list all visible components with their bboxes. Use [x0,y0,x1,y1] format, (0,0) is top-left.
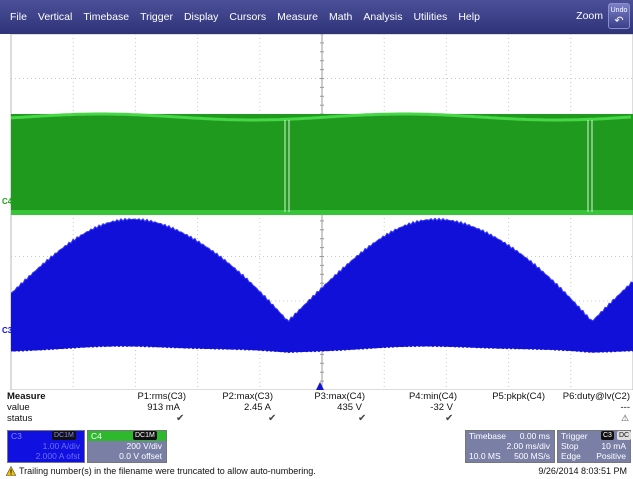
menu-file[interactable]: File [10,11,27,23]
status-message: Trailing number(s) in the filename were … [19,466,316,476]
grid-and-traces [10,34,633,390]
trigger-label: Trigger [561,431,588,441]
menu-math[interactable]: Math [329,11,353,23]
timebase-delay: 0.00 ms [519,431,550,441]
timebase-label: Timebase [469,431,507,441]
c4-coupling-badge: DC1M [133,431,157,440]
param-p3-value: 435 V [337,402,362,413]
c4-scale: 200 V/div [126,441,162,451]
menu-display[interactable]: Display [183,11,219,23]
c3-offset: 2.000 A ofst [35,451,80,461]
c3-scale: 1.00 A/div [42,441,80,451]
checkmark-icon: ✔ [445,413,454,424]
param-p2-name[interactable]: P2:max(C3) [222,391,273,402]
trigger-type: Edge [561,451,581,461]
c3-descriptor[interactable]: C3 DC1M 1.00 A/div 2.000 A ofst [7,430,85,463]
timestamp: 9/26/2014 8:03:51 PM [538,466,627,476]
menu-bar: File Vertical Timebase Trigger Display C… [0,0,633,34]
param-p1-name[interactable]: P1:rms(C3) [137,391,186,402]
checkmark-icon: ✔ [176,413,185,424]
status-bar: Trailing number(s) in the filename were … [0,465,633,479]
c4-trace-upper-edge [11,112,632,122]
trigger-coupling-badge: DC [617,431,632,440]
measure-table[interactable]: Measure P1:rms(C3) P2:max(C3) P3:max(C4)… [0,391,633,425]
trigger-mode: Stop [561,441,579,451]
menu-help[interactable]: Help [458,11,480,23]
trigger-position-marker [316,382,324,390]
c4-offset-marker[interactable]: C4 [2,197,13,206]
c4-descriptor-label: C4 [91,431,102,441]
warning-icon: ⚠ [621,413,630,423]
c4-trace-body [11,114,633,214]
c3-trace-edge [11,217,633,323]
param-p6-name[interactable]: P6:duty@lv(C2) [562,391,630,402]
c4-offset: 0.0 V offset [119,451,162,461]
checkmark-icon: ✔ [358,413,367,424]
c3-descriptor-label: C3 [11,431,22,441]
row-label-value: value [7,402,30,413]
c4-descriptor[interactable]: C4 DC1M 200 V/div 0.0 V offset [87,430,167,463]
param-p1-value: 913 mA [147,402,180,413]
c4-trace-lower-edge [11,210,633,215]
timebase-scale: 2.00 ms/div [506,441,550,451]
param-p4-value: -32 V [430,402,453,413]
c4-notches [284,120,593,212]
param-p4-name[interactable]: P4:min(C4) [408,391,457,402]
timebase-rate: 500 MS/s [514,451,550,461]
c3-offset-marker[interactable]: C3 [2,326,13,335]
undo-label: Undo [610,7,628,14]
param-p2-value: 2.45 A [244,402,271,413]
param-p6-value: --- [620,402,631,413]
menu-utilities[interactable]: Utilities [413,11,448,23]
menu-timebase[interactable]: Timebase [83,11,130,23]
measure-title: Measure [7,391,46,402]
undo-button[interactable]: Undo ↶ [608,3,630,29]
trigger-slope: Positive [596,451,626,461]
trigger-source-badge: C3 [601,431,614,440]
trigger-descriptor[interactable]: Trigger C3 DC Stop 10 mA Edge Positive [557,430,632,463]
c3-coupling-badge: DC1M [52,431,76,440]
trigger-level: 10 mA [601,441,626,451]
menu-trigger[interactable]: Trigger [140,11,173,23]
row-label-status: status [7,413,33,424]
warning-icon [6,466,16,476]
menu-measure[interactable]: Measure [277,11,319,23]
timebase-descriptor[interactable]: Timebase 0.00 ms 2.00 ms/div 10.0 MS 500… [465,430,555,463]
menu-analysis[interactable]: Analysis [363,11,403,23]
checkmark-icon: ✔ [268,413,277,424]
undo-arrow-icon: ↶ [614,15,624,27]
timebase-samples: 10.0 MS [469,451,501,461]
param-p3-name[interactable]: P3:max(C4) [314,391,365,402]
waveform-display[interactable]: C4 C3 [0,34,633,390]
c3-trace-envelope [11,218,633,354]
menu-cursors[interactable]: Cursors [229,11,267,23]
zoom-button[interactable]: Zoom [576,10,603,22]
menu-vertical[interactable]: Vertical [37,11,73,23]
param-p5-name[interactable]: P5:pkpk(C4) [492,391,545,402]
